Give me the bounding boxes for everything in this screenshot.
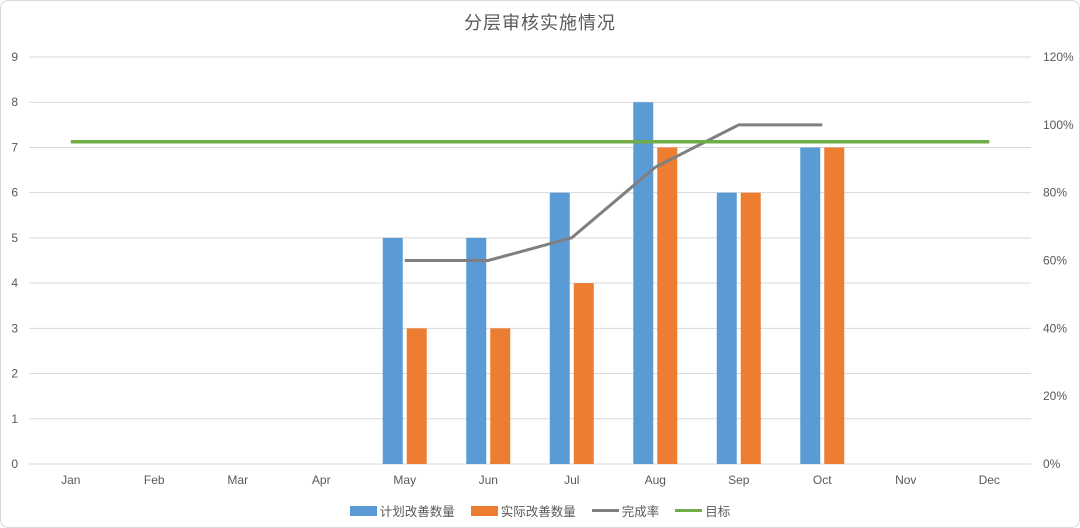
bar-实际改善数量 bbox=[406, 328, 427, 464]
legend-item-计划改善数量: 计划改善数量 bbox=[349, 501, 455, 520]
x-axis-month-label: Sep bbox=[728, 473, 750, 487]
line-完成率 bbox=[404, 123, 823, 262]
bar-实际改善数量 bbox=[490, 328, 511, 464]
x-axis-month-label: Jan bbox=[61, 473, 80, 487]
bar-计划改善数量 bbox=[633, 102, 654, 464]
x-axis-month-label: Mar bbox=[227, 473, 248, 487]
legend-label: 完成率 bbox=[621, 505, 660, 519]
legend-item-完成率: 完成率 bbox=[591, 501, 660, 520]
x-axis-month-label: Nov bbox=[895, 473, 916, 487]
x-axis-month-label: Oct bbox=[813, 473, 832, 487]
left-axis-tick-label: 3 bbox=[11, 321, 18, 335]
bar-计划改善数量 bbox=[716, 192, 737, 464]
legend-swatch-line bbox=[675, 508, 703, 513]
left-axis-tick-label: 1 bbox=[11, 412, 18, 426]
legend-swatch-line bbox=[591, 508, 619, 513]
bar-实际改善数量 bbox=[657, 147, 678, 464]
bar-实际改善数量 bbox=[573, 283, 594, 464]
left-axis-tick-label: 8 bbox=[11, 95, 18, 109]
left-axis-tick-label: 9 bbox=[11, 50, 18, 64]
chart-title: 分层审核实施情况 bbox=[464, 13, 616, 33]
legend-swatch-bar bbox=[349, 505, 377, 516]
left-axis-tick-label: 4 bbox=[11, 276, 18, 290]
x-axis-month-label: Feb bbox=[144, 473, 165, 487]
right-axis-tick-label: 100% bbox=[1043, 118, 1074, 132]
bar-计划改善数量 bbox=[466, 237, 487, 464]
right-axis-tick-label: 0% bbox=[1043, 457, 1061, 471]
right-axis-tick-label: 20% bbox=[1043, 389, 1067, 403]
bar-实际改善数量 bbox=[824, 147, 845, 464]
bar-计划改善数量 bbox=[382, 237, 403, 464]
bar-实际改善数量 bbox=[740, 192, 761, 464]
x-axis-month-label: May bbox=[393, 473, 416, 487]
right-axis-tick-label: 120% bbox=[1043, 50, 1074, 64]
right-axis-tick-label: 60% bbox=[1043, 254, 1067, 268]
right-axis-tick-label: 80% bbox=[1043, 186, 1067, 200]
legend-item-目标: 目标 bbox=[675, 501, 730, 520]
legend-label: 计划改善数量 bbox=[379, 505, 455, 519]
x-axis-month-label: Jul bbox=[564, 473, 579, 487]
legend-label: 实际改善数量 bbox=[500, 505, 576, 519]
left-axis-tick-label: 0 bbox=[11, 457, 18, 471]
chart-legend: 计划改善数量 实际改善数量 完成率 目标 bbox=[1, 501, 1079, 520]
bar-计划改善数量 bbox=[800, 147, 821, 464]
x-axis-month-label: Dec bbox=[979, 473, 1000, 487]
x-axis-month-label: Apr bbox=[312, 473, 331, 487]
right-axis-tick-label: 40% bbox=[1043, 321, 1067, 335]
bar-计划改善数量 bbox=[549, 192, 570, 464]
left-axis-tick-label: 7 bbox=[11, 140, 18, 154]
legend-item-实际改善数量: 实际改善数量 bbox=[470, 501, 576, 520]
legend-label: 目标 bbox=[705, 505, 731, 519]
x-axis-month-label: Jun bbox=[479, 473, 498, 487]
left-axis-tick-label: 6 bbox=[11, 186, 18, 200]
x-axis-month-label: Aug bbox=[645, 473, 666, 487]
legend-swatch-bar bbox=[470, 505, 498, 516]
left-axis-tick-label: 5 bbox=[11, 231, 18, 245]
left-axis-tick-label: 2 bbox=[11, 367, 18, 381]
